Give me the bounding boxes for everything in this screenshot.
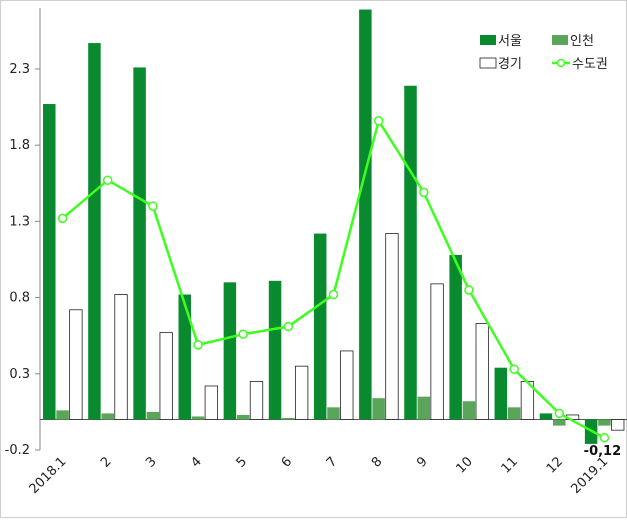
bar-경기-5 (249, 381, 264, 420)
point-수도권-2 (102, 175, 113, 185)
point-수도권-2018.1 (57, 213, 68, 224)
bar-인천-6 (282, 417, 295, 420)
point-수도권-4 (193, 340, 203, 350)
bar-인천-8 (372, 398, 385, 420)
bar-경기-3 (159, 332, 173, 420)
bar-서울-7 (313, 233, 327, 420)
bar-경기-8 (385, 233, 399, 420)
bar-인천-7 (327, 407, 340, 420)
bar-경기-6 (294, 365, 309, 420)
bar-경기-2019.1 (611, 419, 625, 431)
legend-label-수도권: 수도권 (572, 57, 608, 72)
bar-서울-12 (539, 413, 553, 420)
point-수도권-6 (283, 321, 294, 332)
x-tick-label: 7 (324, 454, 340, 470)
x-tick-label: 2018.1 (27, 454, 70, 497)
point-수도권-8 (373, 116, 384, 126)
y-tick-label: 1.8 (9, 138, 30, 153)
bar-서울-2018.1 (43, 104, 56, 420)
legend-swatch-경기 (479, 57, 497, 69)
x-tick-label: 3 (143, 454, 159, 470)
point-수도권-10 (464, 285, 474, 295)
x-tick-label: 11 (499, 454, 521, 476)
bar-인천-4 (191, 416, 205, 420)
bar-서울-10 (449, 254, 462, 420)
bar-인천-2018.1 (56, 410, 69, 420)
bar-경기-2018.1 (69, 309, 83, 420)
point-수도권-9 (419, 187, 429, 198)
bar-경기-10 (475, 323, 489, 420)
bar-서울-5 (223, 282, 237, 420)
point-수도권-5 (238, 329, 248, 339)
point-수도권-12 (554, 408, 565, 419)
bar-경기-2 (114, 294, 128, 420)
point-수도권-7 (328, 289, 339, 300)
point-수도권-2019.1 (599, 433, 610, 443)
legend-label-서울: 서울 (498, 34, 522, 49)
y-tick-label: 0.3 (9, 367, 30, 382)
x-tick-label: 4 (188, 454, 204, 470)
legend-label-경기: 경기 (498, 57, 522, 72)
bar-인천-5 (236, 414, 250, 420)
y-tick-label: 0.8 (9, 291, 30, 306)
x-tick-label: 8 (369, 454, 385, 470)
bar-인천-11 (507, 407, 521, 420)
bar-인천-2019.1 (598, 419, 611, 426)
bar-서울-9 (404, 85, 417, 420)
y-tick-label: 2.3 (9, 62, 30, 77)
bar-경기-9 (430, 283, 444, 420)
x-tick-label: 2019.1 (568, 454, 611, 497)
bar-경기-4 (204, 385, 218, 420)
bar-서울-8 (359, 9, 372, 420)
x-tick-label: 5 (234, 454, 250, 470)
y-tick-label: 1.3 (9, 214, 30, 229)
bar-서울-11 (494, 367, 508, 420)
x-tick-label: 12 (544, 454, 566, 476)
point-수도권-11 (509, 364, 519, 374)
legend-marker-수도권 (556, 58, 566, 68)
bar-인천-12 (553, 419, 566, 426)
x-tick-label: 6 (279, 454, 295, 470)
bar-서울-3 (133, 67, 146, 420)
x-tick-label: 9 (414, 454, 430, 470)
bar-서울-6 (268, 280, 282, 420)
x-tick-label: 10 (453, 454, 475, 476)
y-tick-label: -0.2 (5, 443, 30, 458)
legend-swatch-서울 (480, 35, 496, 45)
legend-swatch-인천 (552, 35, 568, 45)
bar-인천-2 (101, 413, 114, 420)
legend-label-인천: 인천 (570, 34, 594, 49)
bar-인천-3 (146, 411, 160, 420)
x-tick-label: 2 (98, 454, 114, 470)
bar-인천-10 (462, 401, 476, 420)
bar-서울-4 (178, 294, 191, 420)
bar-서울-2 (88, 43, 101, 420)
bar-인천-9 (417, 396, 431, 420)
data-label-annotation: -0,12 (584, 444, 621, 459)
point-수도권-3 (148, 201, 158, 211)
bar-경기-7 (340, 350, 354, 420)
